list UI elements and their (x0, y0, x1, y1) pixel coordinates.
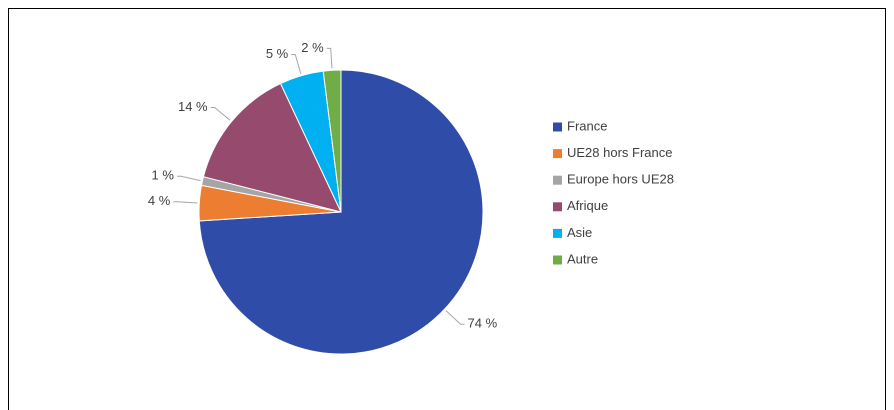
data-label: 4 % (148, 193, 171, 208)
legend-swatch (553, 255, 562, 265)
data-label: 74 % (468, 316, 498, 331)
legend-label: UE28 hors France (567, 145, 673, 160)
legend-label: France (567, 118, 607, 133)
leader-line (326, 47, 333, 69)
leader-line (445, 310, 465, 325)
leader-line (173, 201, 198, 204)
legend-swatch (553, 175, 562, 185)
legend-label: Autre (567, 251, 598, 266)
legend-swatch (553, 122, 562, 132)
leader-line (210, 106, 231, 121)
leader-line (176, 175, 201, 182)
legend-label: Afrique (567, 198, 608, 213)
legend-swatch (553, 228, 562, 238)
data-label: 14 % (178, 99, 208, 114)
legend-swatch (553, 202, 562, 212)
pie-slice (322, 69, 342, 213)
data-label: 1 % (152, 168, 175, 183)
legend-label: Europe hors UE28 (567, 172, 674, 187)
legend-swatch (553, 149, 562, 159)
data-label: 5 % (266, 46, 289, 61)
leader-line (291, 54, 302, 74)
data-label: 2 % (301, 40, 324, 55)
legend-label: Asie (567, 225, 592, 240)
pie-slice (202, 82, 342, 213)
